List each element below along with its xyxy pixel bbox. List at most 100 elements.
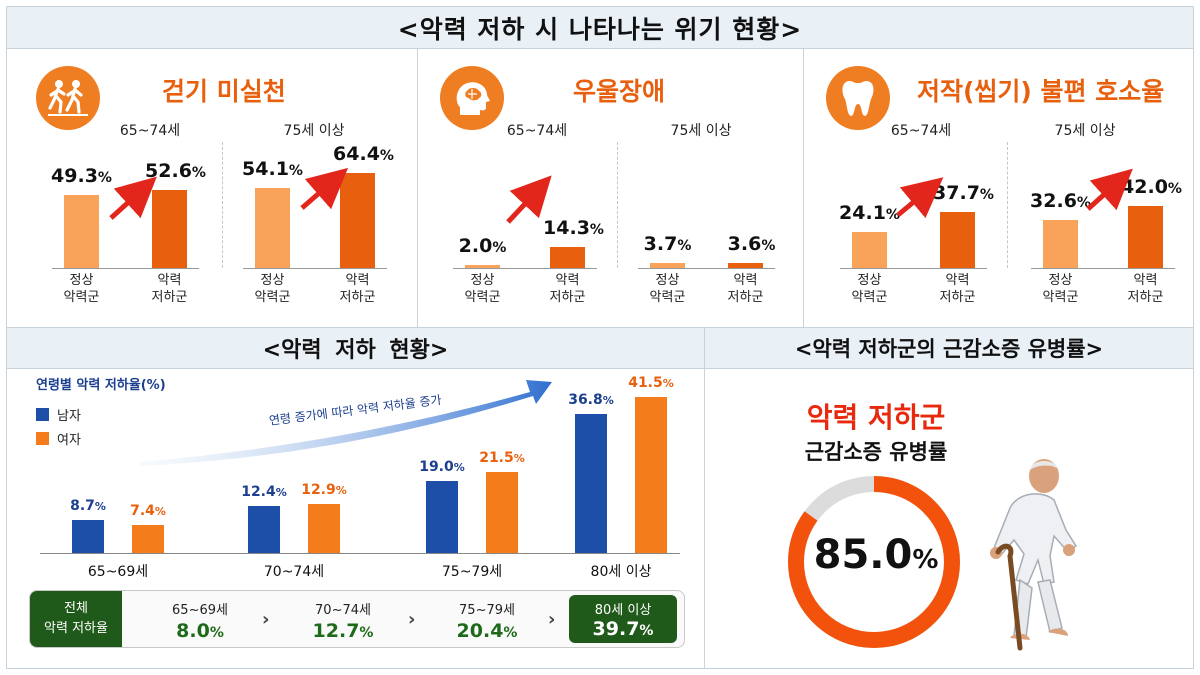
category-label: 악력 저하군: [727, 273, 764, 305]
arrow-icon: [506, 175, 552, 224]
bar-normal-grip: [1043, 219, 1078, 268]
category-label: 정상 악력군: [1042, 273, 1079, 305]
bar-male: [575, 414, 607, 553]
bar-baseline: [638, 268, 775, 269]
category-label: 정상 악력군: [63, 273, 100, 305]
age-label: 75세 이상: [1054, 123, 1116, 139]
summary-value: 8.0%: [176, 620, 224, 642]
prevalence-heading: 악력 저하군: [806, 401, 946, 434]
main-title: <악력 저하 시 나타나는 위기 현황>: [7, 7, 1193, 49]
summary-cell: 75~79세 20.4%: [432, 591, 542, 647]
category-label: 악력 저하군: [939, 273, 976, 305]
bar-baseline: [52, 268, 199, 269]
head-brain-icon: [440, 66, 504, 130]
summary-age: 80세 이상: [594, 603, 652, 618]
bar-normal-grip: [64, 195, 99, 268]
bar-value-label: 7.4%: [130, 503, 166, 520]
panel-title-chewing: 저작(씹기) 불편 호소율: [917, 77, 1165, 106]
prevalence-value: 85.0%: [813, 532, 939, 578]
bar-normal-grip: [255, 187, 290, 268]
category-label: 악력 저하군: [549, 273, 586, 305]
arrow-icon: [1086, 168, 1133, 211]
panel-title-walking: 걷기 미실천: [162, 77, 286, 106]
bar-male: [426, 481, 458, 553]
bar-female: [635, 396, 667, 553]
prevalence-donut: [788, 476, 960, 648]
age-label: 65~74세: [890, 123, 952, 139]
summary-label: 전체 악력 저하율: [30, 591, 122, 647]
bar-low-grip: [940, 212, 975, 268]
chevron-right-icon: ›: [262, 609, 270, 630]
bar-baseline: [840, 268, 987, 269]
tooth-icon: [826, 66, 890, 130]
bar-low-grip: [728, 262, 763, 268]
bar-baseline: [453, 268, 597, 269]
bar-male: [72, 520, 104, 553]
category-label: 악력 저하군: [339, 273, 376, 305]
chart-baseline: [40, 553, 680, 554]
infographic-frame: <악력 저하 시 나타나는 위기 현황> <악력 저하 현황> <악력 저하군의…: [6, 6, 1194, 669]
walking-people-icon: [36, 66, 100, 130]
age-label: 75세 이상: [283, 123, 345, 139]
panel-title-depression: 우울장애: [573, 77, 666, 106]
age-label: 75세 이상: [670, 123, 732, 139]
increase-arrows: [109, 167, 1133, 224]
legend-label: 여자: [57, 433, 81, 448]
section-divider: [704, 327, 705, 669]
category-label: 정상 악력군: [851, 273, 888, 305]
bar-normal-grip: [852, 232, 887, 268]
age-label: 65~74세: [119, 123, 181, 139]
bar-value-label: 36.8%: [568, 392, 614, 409]
bar-value-label: 64.4%: [333, 142, 394, 165]
chart-title: 연령별 악력 저하율(%): [36, 378, 166, 393]
category-label: 정상 악력군: [254, 273, 291, 305]
legend-swatch: [36, 408, 49, 421]
category-label: 정상 악력군: [649, 273, 686, 305]
age-category-label: 65~69세: [87, 564, 149, 580]
bar-baseline: [1031, 268, 1175, 269]
category-label: 악력 저하군: [151, 273, 188, 305]
summary-age: 75~79세: [459, 603, 515, 618]
summary-age: 65~69세: [172, 603, 228, 618]
legend-label: 남자: [57, 409, 81, 424]
bar-value-label: 37.7%: [933, 182, 994, 205]
prevalence-subheading: 근감소증 유병률: [804, 440, 948, 464]
overall-summary-row: 전체 악력 저하율 65~69세 8.0% › 70~74세 12.7% › 7…: [29, 590, 685, 648]
summary-value: 12.7%: [312, 620, 374, 642]
bar-value-label: 8.7%: [70, 498, 106, 515]
summary-age: 70~74세: [315, 603, 371, 618]
group-divider: [617, 142, 618, 268]
bar-value-label: 3.6%: [727, 232, 776, 255]
bar-normal-grip: [650, 262, 685, 268]
summary-cell: 70~74세 12.7%: [288, 591, 398, 647]
legend-swatch: [36, 432, 49, 445]
bar-value-label: 12.4%: [241, 484, 287, 501]
arrow-icon: [896, 177, 944, 219]
bar-female: [308, 504, 340, 553]
bar-low-grip: [1128, 205, 1163, 268]
chevron-right-icon: ›: [548, 609, 556, 630]
bar-value-label: 24.1%: [839, 202, 900, 225]
legend-female: 여자: [36, 429, 81, 448]
bar-value-label: 41.5%: [628, 374, 674, 391]
bar-low-grip: [152, 190, 187, 268]
age-category-label: 70~74세: [263, 564, 325, 580]
bar-male: [248, 506, 280, 553]
bar-normal-grip: [465, 265, 500, 268]
age-category-label: 75~79세: [441, 564, 503, 580]
summary-cell: 65~69세 8.0%: [145, 591, 255, 647]
chevron-right-icon: ›: [408, 609, 416, 630]
group-divider: [222, 142, 223, 268]
legend-male: 남자: [36, 405, 81, 424]
prevalence-section-title: <악력 저하군의 근감소증 유병률>: [705, 327, 1193, 369]
bar-female: [132, 525, 164, 553]
bar-value-label: 2.0%: [458, 235, 507, 258]
arrow-icon: [300, 167, 349, 210]
category-label: 정상 악력군: [464, 273, 501, 305]
status-section-title: <악력 저하 현황>: [7, 327, 704, 369]
bar-low-grip: [550, 246, 585, 268]
summary-value: 39.7%: [592, 618, 654, 640]
bar-value-label: 19.0%: [419, 459, 465, 476]
bar-value-label: 49.3%: [51, 165, 112, 188]
bar-baseline: [243, 268, 387, 269]
